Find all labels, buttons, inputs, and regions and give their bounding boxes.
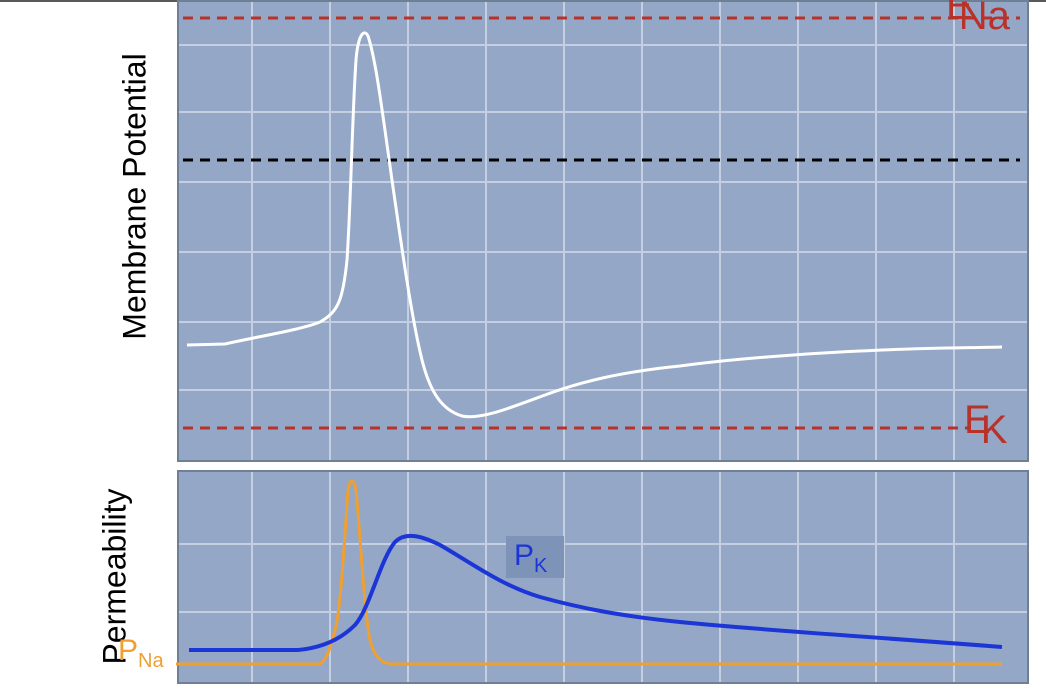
p-k-trace	[189, 533, 1003, 652]
e-k-label-base: E	[964, 398, 991, 442]
p-na-label: PNa	[118, 636, 164, 676]
membrane-grid	[179, 2, 1027, 460]
p-k-label-sub: K	[534, 555, 548, 577]
membrane-potential-axis-label: Membrane Potential	[116, 53, 153, 340]
e-k-label-sub: K	[980, 408, 1008, 452]
permeability-panel	[177, 470, 1029, 684]
p-na-label-sub: Na	[138, 650, 164, 672]
p-na-label-base: P	[118, 634, 139, 667]
e-k-label: EK	[964, 398, 1017, 450]
e-na-label: ENa	[946, 0, 1024, 36]
p-na-trace	[176, 479, 1002, 666]
membrane-potential-trace	[186, 31, 1003, 419]
membrane-potential-panel	[177, 0, 1029, 462]
e-na-label-sub: Na	[958, 0, 1010, 38]
p-k-label: PK	[506, 536, 564, 578]
e-na-label-base: E	[946, 0, 973, 28]
p-k-label-base: P	[514, 539, 535, 572]
